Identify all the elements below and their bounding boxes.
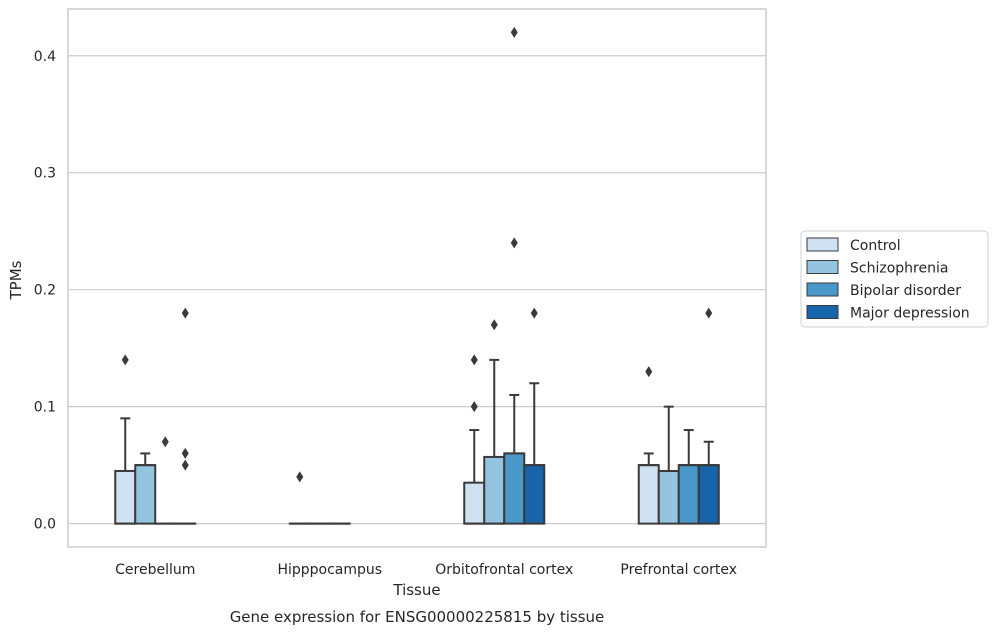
outlier-point <box>470 401 478 413</box>
outlier-point <box>645 366 653 378</box>
box-groups <box>114 26 720 525</box>
box-0-3 <box>174 307 197 525</box>
outlier-point <box>530 307 538 319</box>
y-tick-labels: 0.0 0.1 0.2 0.3 0.4 <box>34 49 56 533</box>
outlier-point <box>161 436 169 448</box>
box-body <box>503 452 526 525</box>
legend-frame <box>800 230 989 328</box>
box-3-3 <box>697 307 720 525</box>
outlier-point <box>510 26 518 38</box>
box-body <box>523 464 546 525</box>
box-1-0 <box>288 471 311 525</box>
outlier-point <box>490 319 498 331</box>
box-body <box>114 469 137 525</box>
legend-label: Schizophrenia <box>850 261 948 277</box>
plot-frame <box>67 8 767 548</box>
box-body <box>657 469 680 525</box>
outlier-point <box>296 471 304 483</box>
outlier-point <box>181 307 189 319</box>
legend-swatch <box>806 282 839 297</box>
box-0-2 <box>154 436 177 525</box>
y-tick-label: 0.4 <box>34 49 56 65</box>
legend-label: Bipolar disorder <box>850 283 961 299</box>
box-3-0 <box>637 366 660 525</box>
legend-swatch <box>806 260 839 274</box>
box-2-0 <box>463 354 486 525</box>
box-body <box>637 464 660 525</box>
x-tick-label: Prefrontal cortex <box>620 562 737 578</box>
x-tick-label: Orbitofrontal cortex <box>435 562 573 578</box>
x-tick-label: Cerebellum <box>115 562 195 578</box>
y-tick-label: 0.3 <box>34 166 56 182</box>
box-2-3 <box>523 307 546 525</box>
outlier-point <box>181 447 189 459</box>
box-3-2 <box>677 429 700 525</box>
x-tick-labels: Cerebellum Hipppocampus Orbitofrontal cort… <box>115 562 737 578</box>
chart-caption: Gene expression for ENSG00000225815 by t… <box>230 608 605 626</box>
x-tick-label: Hipppocampus <box>277 562 382 578</box>
legend: Control Schizophrenia Bipolar disorder Majo… <box>800 230 989 328</box>
outlier-point <box>705 307 713 319</box>
box-body <box>677 464 700 525</box>
legend-swatch <box>806 305 839 319</box>
legend-label: Control <box>850 238 901 254</box>
y-axis-label: TPMs <box>7 260 25 300</box>
box-0-0 <box>114 354 137 525</box>
box-body <box>463 481 486 525</box>
outlier-point <box>181 459 189 471</box>
y-tick-label: 0.1 <box>34 400 56 416</box>
outlier-point <box>510 237 518 249</box>
box-body <box>483 455 506 525</box>
outlier-point <box>121 354 129 366</box>
legend-swatch <box>806 237 839 252</box>
box-2-1 <box>483 319 506 525</box>
box-body <box>134 464 157 525</box>
y-tick-label: 0.0 <box>34 517 56 533</box>
legend-label: Major depression <box>850 306 970 322</box>
x-axis-label: Tissue <box>392 581 440 599</box>
y-tick-label: 0.2 <box>34 283 56 299</box>
box-body <box>697 464 720 525</box>
box-3-1 <box>657 405 680 525</box>
grid-lines <box>68 55 766 525</box>
outlier-point <box>470 354 478 366</box>
box-0-1 <box>134 452 157 525</box>
box-2-2 <box>503 26 526 525</box>
